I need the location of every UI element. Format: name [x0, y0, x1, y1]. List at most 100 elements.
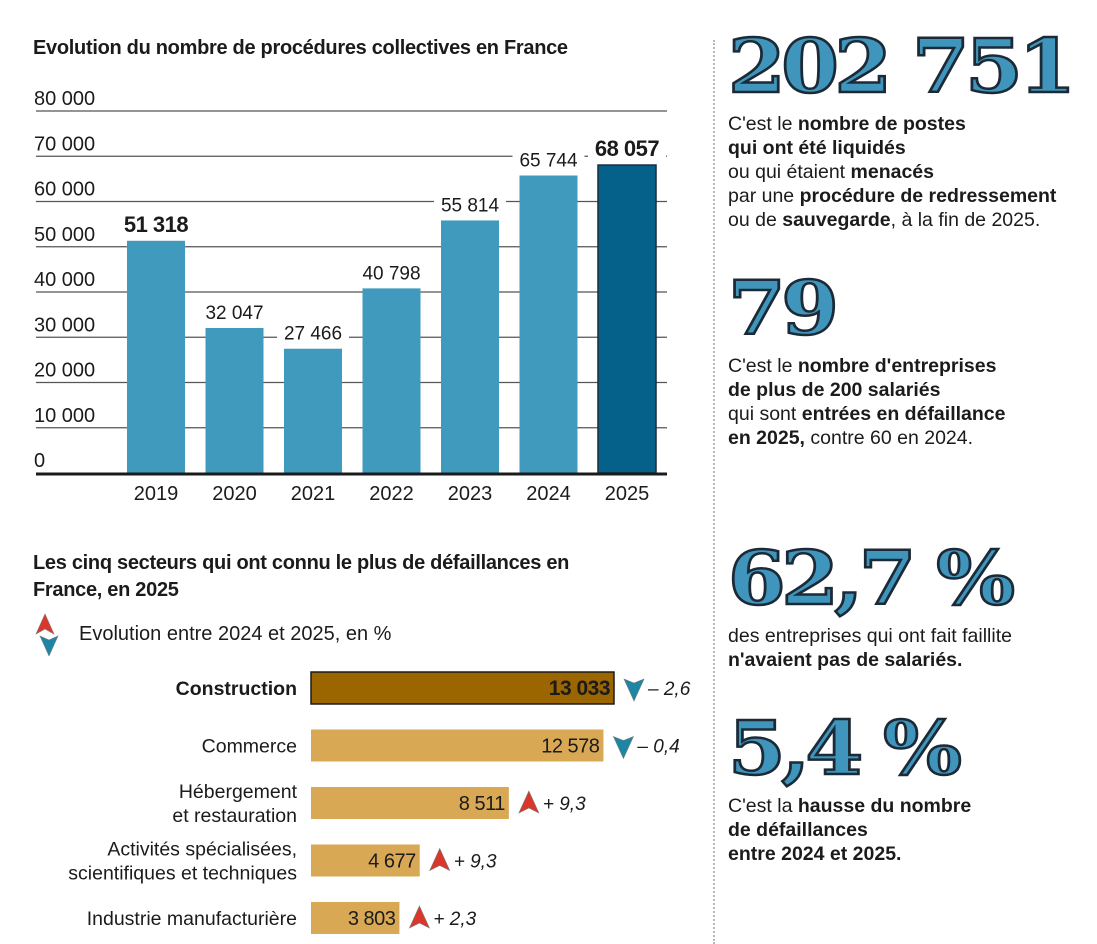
x-tick-label: 2024 — [526, 483, 571, 505]
stat-block-hausse: 5,4 % C'est la hausse du nombre de défail… — [727, 711, 972, 866]
bar — [362, 288, 421, 473]
stat-text: ou qui étaient — [728, 161, 851, 183]
category-label: Hébergement — [179, 781, 298, 803]
stat-number: 202 751 — [727, 24, 1078, 110]
stat-line: qui sont entrées en défaillance — [728, 402, 1005, 426]
stat-line: C'est la hausse du nombre — [728, 794, 971, 818]
stat-line: de plus de 200 salariés — [728, 378, 1005, 402]
chart1-title: Evolution du nombre de procédures collec… — [33, 37, 568, 59]
chart2-title: Les cinq secteurs qui ont connu le plus … — [33, 552, 570, 601]
label-background — [277, 322, 349, 345]
stat-description: C'est le nombre d'entreprises de plus de … — [728, 354, 1005, 450]
label-background — [355, 262, 428, 285]
change-label: + 2,3 — [433, 909, 476, 930]
stat-text-bold: hausse du nombre — [797, 795, 972, 817]
x-tick-label: 2019 — [134, 483, 179, 505]
bar-value-label: 32 047 — [205, 303, 263, 324]
y-tick-label: 20 000 — [34, 360, 95, 382]
bar-value-label: 51 318 — [124, 212, 189, 237]
bar — [311, 729, 604, 762]
change-label: + 9,3 — [454, 852, 497, 873]
y-tick-label: 40 000 — [34, 269, 95, 291]
stat-text: contre 60 en 2024. — [804, 427, 974, 449]
stat-block-sans-salaries: 62,7 % des entreprises qui ont fait fail… — [727, 536, 1017, 672]
stat-text: qui sont — [728, 403, 802, 425]
stat-text: , à la fin de 2025. — [890, 209, 1041, 231]
stat-number: 62,7 % — [727, 536, 1017, 622]
category-label: scientifiques et techniques — [68, 863, 297, 885]
stat-line: ou de sauvegarde, à la fin de 2025. — [728, 208, 1056, 232]
stat-text: C'est le — [728, 355, 798, 377]
stat-text: par une — [728, 185, 800, 207]
x-tick-label: 2021 — [291, 483, 336, 505]
stat-text-bold: de plus de 200 salariés — [728, 379, 941, 401]
bar-value-label: 40 798 — [362, 263, 420, 284]
bar — [311, 902, 400, 934]
change-label: – 2,6 — [647, 679, 691, 700]
stat-text-bold: en 2025, — [728, 427, 805, 449]
up-arrow-icon — [408, 905, 431, 929]
stat-line: ou qui étaient menacés — [728, 160, 1056, 184]
stat-block-entreprises: 79 C'est le nombre d'entreprises de plus … — [727, 266, 1006, 450]
stat-line: C'est le nombre de postes — [728, 112, 1056, 136]
label-background — [512, 149, 585, 172]
stat-block-postes: 202 751 C'est le nombre de postes qui ont… — [727, 29, 1078, 232]
bar-value-label: 65 744 — [519, 151, 578, 172]
bar-value-label: 3 803 — [348, 908, 396, 930]
x-tick-label: 2023 — [448, 483, 493, 505]
label-background — [117, 214, 195, 237]
stat-text-bold: nombre d'entreprises — [797, 355, 997, 377]
category-label: Industrie manufacturière — [87, 908, 297, 930]
bar-value-label: 27 466 — [284, 324, 342, 345]
stat-description: des entreprises qui ont fait faillite n'a… — [728, 624, 1012, 672]
stat-text: des entreprises qui ont fait faillite — [728, 625, 1012, 647]
stat-text-bold: de défaillances — [728, 819, 868, 841]
down-arrow-icon — [623, 678, 645, 702]
bar — [597, 164, 657, 474]
change-label: + 9,3 — [543, 794, 586, 815]
label-background — [434, 194, 506, 217]
bar — [205, 327, 264, 473]
stat-text: C'est la — [728, 795, 798, 817]
bar-value-label: 68 057 — [595, 136, 660, 161]
stat-line: entre 2024 et 2025. — [728, 842, 971, 866]
stat-text-bold: n'avaient pas de salariés. — [728, 649, 963, 671]
y-tick-label: 80 000 — [34, 88, 95, 110]
stat-line: des entreprises qui ont fait faillite — [728, 624, 1012, 648]
x-tick-label: 2022 — [369, 483, 414, 505]
category-label: Commerce — [202, 736, 297, 758]
stat-text-bold: entre 2024 et 2025. — [728, 843, 902, 865]
bar-value-label: 12 578 — [541, 736, 600, 758]
stat-number: 79 — [727, 266, 841, 352]
stat-description: C'est la hausse du nombre de défaillances… — [728, 794, 971, 866]
up-arrow-icon — [429, 847, 451, 872]
dotted-divider — [713, 40, 715, 944]
stat-line: de défaillances — [728, 818, 971, 842]
bar-value-label: 4 677 — [368, 851, 416, 873]
label-background — [588, 139, 666, 162]
stat-text-bold: nombre de postes — [797, 113, 966, 135]
bar-value-label: 55 814 — [441, 195, 500, 216]
y-tick-label: 30 000 — [34, 314, 95, 336]
bar-value-label: 13 033 — [549, 677, 610, 700]
sectors-bar-chart: 13 033 Construction – 2,6 12 578 Commerce – 0… — [68, 671, 691, 934]
stat-text: ou de — [728, 209, 783, 231]
category-label: Construction — [176, 678, 297, 700]
y-tick-label: 50 000 — [34, 224, 95, 246]
stat-text-bold: sauvegarde — [782, 209, 891, 231]
bar — [311, 787, 509, 819]
stat-description: C'est le nombre de postes qui ont été liq… — [728, 112, 1056, 232]
bar — [284, 348, 342, 473]
y-tick-label: 70 000 — [34, 133, 95, 155]
y-tick-label: 0 — [34, 450, 45, 472]
y-tick-label: 10 000 — [34, 405, 95, 427]
up-arrow-icon — [518, 790, 540, 814]
bar — [310, 671, 615, 705]
stat-text-bold: qui ont été liquidés — [728, 137, 906, 159]
category-label: et restauration — [172, 805, 297, 827]
bar-value-label: 8 511 — [459, 793, 505, 815]
stat-line: par une procédure de redressement — [728, 184, 1056, 208]
down-arrow-icon — [612, 735, 635, 760]
stat-text: C'est le — [728, 113, 798, 135]
legend-label: Evolution entre 2024 et 2025, en % — [79, 622, 392, 645]
